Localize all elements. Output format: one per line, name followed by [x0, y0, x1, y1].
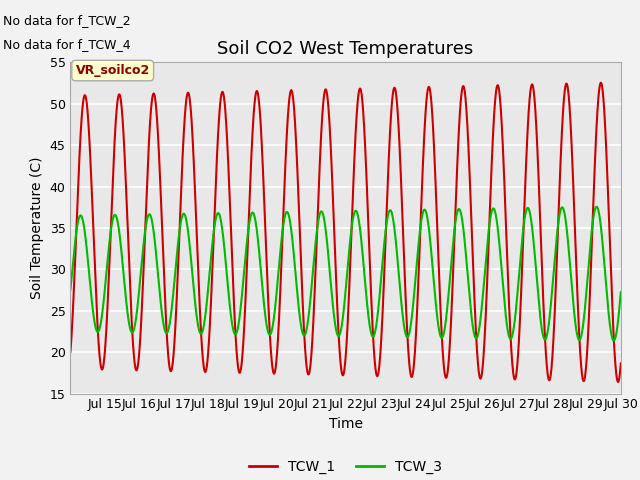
Legend: TCW_1, TCW_3: TCW_1, TCW_3 [244, 454, 447, 480]
Title: Soil CO2 West Temperatures: Soil CO2 West Temperatures [218, 40, 474, 58]
Text: VR_soilco2: VR_soilco2 [76, 64, 150, 77]
X-axis label: Time: Time [328, 417, 363, 431]
Text: No data for f_TCW_2: No data for f_TCW_2 [3, 14, 131, 27]
Y-axis label: Soil Temperature (C): Soil Temperature (C) [30, 157, 44, 299]
Text: No data for f_TCW_4: No data for f_TCW_4 [3, 38, 131, 51]
